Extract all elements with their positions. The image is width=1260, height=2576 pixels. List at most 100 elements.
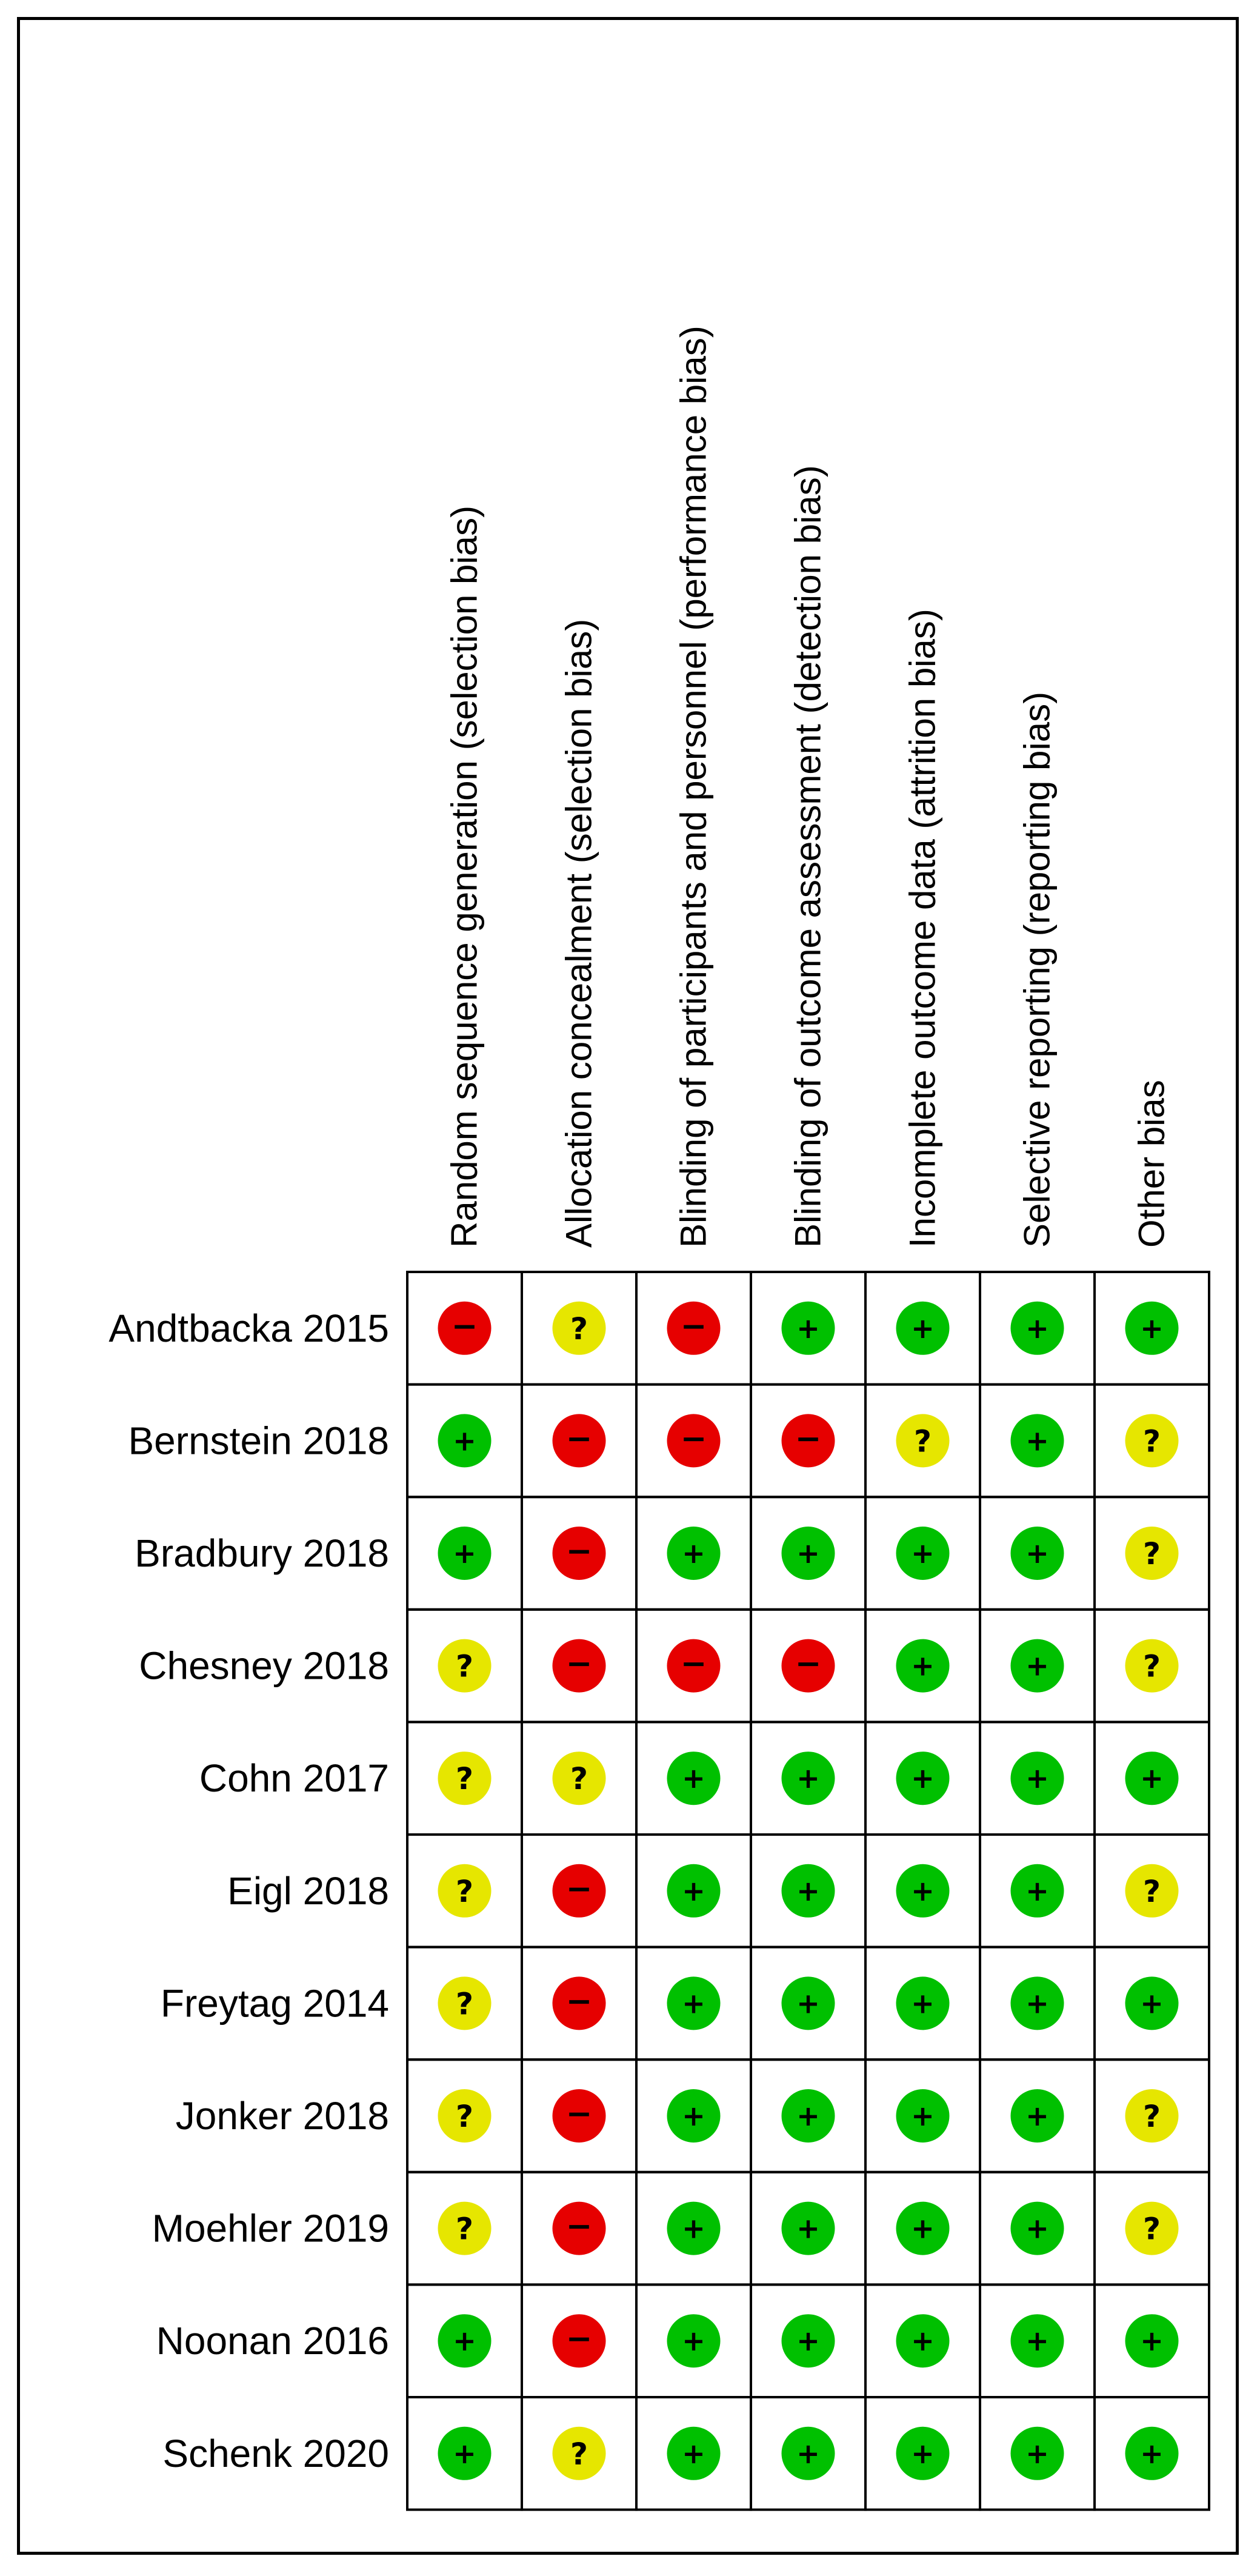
rating-symbol: + — [911, 2324, 935, 2357]
column-label: Blinding of participants and personnel (… — [673, 326, 714, 1248]
rating-symbol: + — [1140, 1312, 1164, 1345]
rating-high-marker — [667, 1639, 721, 1693]
study-label: Jonker 2018 — [176, 2094, 389, 2138]
rating-symbol: − — [681, 1420, 707, 1457]
rating-symbol: − — [566, 2321, 593, 2357]
rating-low-marker — [667, 1976, 721, 2030]
rating-low-marker — [781, 1864, 835, 1918]
rating-symbol: + — [796, 2099, 820, 2132]
rating-unclear-marker — [438, 1864, 492, 1918]
rating-symbol: − — [681, 1646, 707, 1682]
rating-symbol: + — [1025, 1987, 1049, 2019]
rating-symbol: + — [1025, 1650, 1049, 1682]
rating-low-marker — [1125, 2426, 1179, 2480]
rating-symbol: ? — [456, 1649, 473, 1684]
study-label: Cohn 2017 — [199, 1756, 389, 1800]
rating-symbol: − — [566, 2096, 593, 2132]
rating-symbol: + — [796, 1987, 820, 2019]
rating-symbol: ? — [456, 1761, 473, 1796]
rating-symbol: + — [796, 1537, 820, 1570]
rating-symbol: + — [1025, 2324, 1049, 2357]
rating-symbol: + — [1025, 2212, 1049, 2245]
grid-cell — [1093, 2396, 1210, 2511]
rating-symbol: + — [796, 2324, 820, 2357]
rating-symbol: + — [453, 1537, 476, 1570]
rating-low-marker — [896, 1639, 950, 1693]
rating-low-marker — [781, 2089, 835, 2143]
rating-symbol: ? — [456, 1986, 473, 2021]
rating-symbol: + — [796, 1312, 820, 1345]
rating-low-marker — [896, 2089, 950, 2143]
rating-high-marker — [552, 1864, 606, 1918]
rating-low-marker — [1010, 1864, 1064, 1918]
rating-unclear-marker — [438, 1976, 492, 2030]
rating-low-marker — [781, 2426, 835, 2480]
rating-symbol: ? — [1143, 1874, 1161, 1909]
rating-low-marker — [781, 2201, 835, 2255]
rating-unclear-marker — [438, 1751, 492, 1805]
rating-symbol: ? — [570, 2437, 588, 2472]
rating-symbol: + — [911, 2212, 935, 2245]
rating-symbol: + — [911, 1987, 935, 2019]
rating-low-marker — [667, 2426, 721, 2480]
rating-low-marker — [1010, 2314, 1064, 2368]
rating-unclear-marker — [1125, 1527, 1179, 1580]
rating-symbol: + — [1025, 1762, 1049, 1795]
column-label: Incomplete outcome data (attrition bias) — [902, 609, 943, 1248]
rating-symbol: + — [1025, 2099, 1049, 2132]
rating-symbol: ? — [1143, 2212, 1161, 2247]
rating-unclear-marker — [896, 1414, 950, 1468]
study-label: Andtbacka 2015 — [108, 1306, 389, 1350]
rating-low-marker — [667, 2089, 721, 2143]
rating-symbol: ? — [1143, 1536, 1161, 1571]
rating-symbol: − — [566, 1420, 593, 1457]
rating-low-marker — [781, 1527, 835, 1580]
rating-low-marker — [896, 2314, 950, 2368]
rating-low-marker — [1010, 1751, 1064, 1805]
rating-symbol: + — [911, 1762, 935, 1795]
rating-low-marker — [1010, 1414, 1064, 1468]
rating-low-marker — [438, 2426, 492, 2480]
rating-high-marker — [552, 1639, 606, 1693]
rating-symbol: + — [1025, 1875, 1049, 1907]
column-label: Other bias — [1132, 1080, 1172, 1248]
rating-symbol: ? — [1143, 2099, 1161, 2134]
rating-symbol: ? — [456, 2099, 473, 2134]
rating-unclear-marker — [1125, 2201, 1179, 2255]
rating-symbol: − — [795, 1646, 822, 1682]
rating-low-marker — [1010, 2201, 1064, 2255]
rating-symbol: + — [796, 2212, 820, 2245]
rating-symbol: + — [911, 1537, 935, 1570]
rating-symbol: + — [453, 2437, 476, 2470]
rating-symbol: − — [566, 1533, 593, 1570]
rating-symbol: ? — [456, 1874, 473, 1909]
rating-low-marker — [1010, 1976, 1064, 2030]
rating-unclear-marker — [1125, 1864, 1179, 1918]
rating-low-marker — [1010, 1301, 1064, 1355]
rating-symbol: + — [1140, 2437, 1164, 2470]
study-label: Noonan 2016 — [156, 2319, 389, 2363]
rating-low-marker — [781, 1301, 835, 1355]
rating-symbol: ? — [914, 1423, 932, 1459]
rating-symbol: + — [682, 2212, 705, 2245]
rating-unclear-marker — [438, 2201, 492, 2255]
rating-symbol: + — [682, 2437, 705, 2470]
rating-low-marker — [438, 2314, 492, 2368]
rating-low-marker — [1125, 1301, 1179, 1355]
rating-low-marker — [1010, 2089, 1064, 2143]
study-label: Chesney 2018 — [139, 1644, 389, 1688]
study-label: Schenk 2020 — [162, 2432, 389, 2475]
rating-low-marker — [667, 2314, 721, 2368]
rating-symbol: + — [682, 2099, 705, 2132]
rating-low-marker — [1125, 2314, 1179, 2368]
rating-symbol: ? — [1143, 1649, 1161, 1684]
study-label: Eigl 2018 — [227, 1869, 389, 1913]
rating-symbol: − — [452, 1308, 478, 1345]
rating-low-marker — [1010, 1527, 1064, 1580]
rating-low-marker — [896, 2426, 950, 2480]
rating-high-marker — [667, 1414, 721, 1468]
rating-high-marker — [552, 1414, 606, 1468]
rating-symbol: + — [453, 1424, 476, 1457]
rating-symbol: − — [681, 1308, 707, 1345]
rating-symbol: + — [682, 1762, 705, 1795]
